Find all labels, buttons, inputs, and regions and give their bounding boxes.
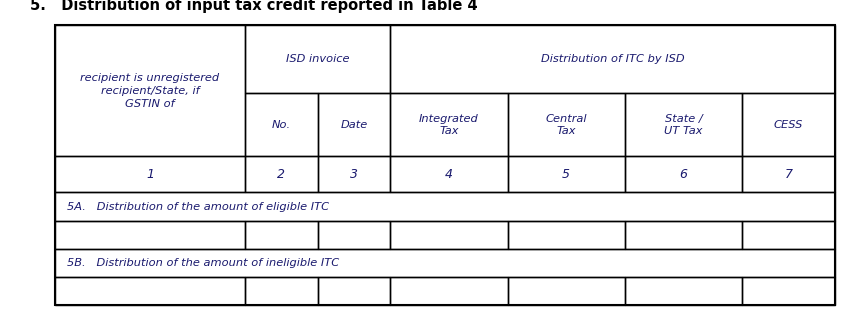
Text: 5: 5 [562, 168, 570, 181]
Bar [391, 93, 507, 156]
Text: State /
UT Tax: State / UT Tax [664, 114, 703, 136]
Bar [625, 221, 742, 249]
Text: Date: Date [340, 120, 368, 130]
Text: recipient is unregistered: recipient is unregistered [81, 73, 219, 83]
Bar [55, 249, 835, 277]
Text: No.: No. [272, 120, 291, 130]
Bar [318, 93, 391, 156]
Bar [245, 25, 391, 93]
Text: 7: 7 [784, 168, 793, 181]
Bar [625, 277, 742, 305]
Text: Central
Tax: Central Tax [546, 114, 587, 136]
Bar [742, 93, 835, 156]
Bar [318, 156, 391, 192]
Bar [391, 277, 507, 305]
Text: 1: 1 [146, 168, 154, 181]
Text: 5A.   Distribution of the amount of eligible ITC: 5A. Distribution of the amount of eligib… [67, 202, 329, 212]
Bar [742, 277, 835, 305]
Text: recipient/State, if: recipient/State, if [100, 86, 200, 96]
Bar [391, 25, 835, 93]
Text: 4: 4 [445, 168, 453, 181]
Text: Integrated
Tax: Integrated Tax [419, 114, 479, 136]
Bar [318, 221, 391, 249]
Bar [55, 221, 245, 249]
Bar [507, 277, 625, 305]
Bar [55, 192, 835, 221]
Bar [318, 277, 391, 305]
Bar [55, 25, 245, 156]
Bar [742, 221, 835, 249]
Bar [391, 221, 507, 249]
Bar [742, 156, 835, 192]
Bar [245, 93, 318, 156]
Text: CESS: CESS [774, 120, 803, 130]
Text: ISD invoice: ISD invoice [286, 54, 350, 64]
Text: 5B.   Distribution of the amount of ineligible ITC: 5B. Distribution of the amount of inelig… [67, 258, 339, 268]
Text: GSTIN of: GSTIN of [125, 99, 175, 109]
Text: 3: 3 [350, 168, 358, 181]
Bar [507, 93, 625, 156]
Bar [625, 156, 742, 192]
Bar [245, 156, 318, 192]
Bar [507, 221, 625, 249]
Text: 2: 2 [278, 168, 285, 181]
Bar [245, 221, 318, 249]
Text: 5.   Distribution of input tax credit reported in Table 4: 5. Distribution of input tax credit repo… [30, 0, 477, 13]
Text: 6: 6 [680, 168, 687, 181]
Bar [55, 156, 245, 192]
Bar [55, 277, 245, 305]
Bar [625, 93, 742, 156]
Bar [55, 25, 835, 305]
Bar [245, 277, 318, 305]
Text: Distribution of ITC by ISD: Distribution of ITC by ISD [541, 54, 685, 64]
Bar [391, 156, 507, 192]
Bar [507, 156, 625, 192]
